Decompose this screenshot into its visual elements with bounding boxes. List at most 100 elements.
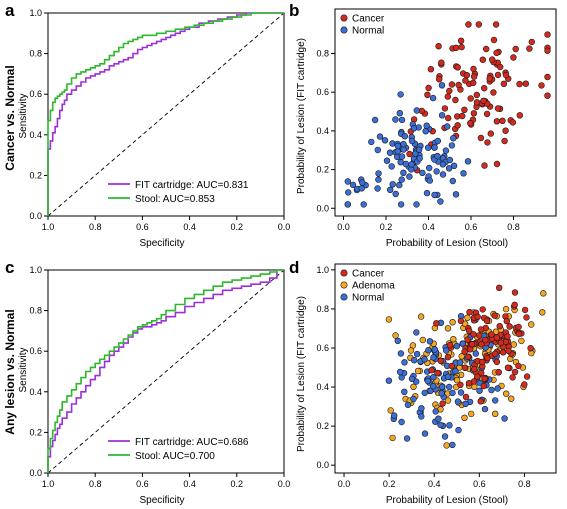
point-adenoma: [449, 319, 456, 326]
point-normal: [349, 181, 357, 189]
point-normal: [452, 368, 459, 375]
point-normal: [431, 191, 438, 199]
point-normal: [452, 191, 460, 198]
point-cancer: [538, 82, 545, 89]
y-tick-label: 0.4: [29, 130, 42, 140]
point-adenoma: [419, 336, 426, 344]
point-cancer: [488, 331, 495, 338]
point-normal: [371, 116, 379, 124]
point-normal: [388, 163, 395, 170]
roc-plot-cancer-vs-normal: 1.0 0.8 0.6 0.4 0.2 0.0 0.0 0.2 0.4 0.6 0.8 1.0 FIT …: [29, 8, 290, 232]
point-cancer: [467, 95, 474, 102]
point-normal: [454, 398, 462, 405]
point-cancer: [511, 301, 518, 308]
point-cancer: [464, 353, 472, 360]
x-tick-label: 0.2: [380, 222, 393, 232]
point-normal: [437, 421, 444, 429]
point-normal: [413, 107, 420, 114]
x-tick-label: 0.8: [89, 222, 102, 232]
point-cancer: [481, 375, 488, 382]
point-normal: [416, 155, 423, 162]
legend-label: Stool: AUC=0.700: [135, 451, 215, 462]
point-normal: [397, 350, 405, 357]
x-label-d: Probability of Lesion (Stool): [386, 495, 508, 506]
point-cancer: [527, 345, 534, 352]
x-tick-label: 0.4: [428, 479, 441, 489]
point-normal: [402, 160, 410, 168]
point-cancer: [448, 362, 455, 370]
point-normal: [413, 201, 420, 208]
point-adenoma: [458, 353, 465, 360]
point-normal: [450, 162, 458, 170]
point-normal: [386, 149, 394, 156]
legend-label: Stool: AUC=0.853: [135, 194, 215, 205]
point-normal: [360, 201, 367, 208]
point-adenoma: [410, 383, 417, 390]
point-cancer: [461, 348, 468, 355]
point-cancer: [476, 332, 483, 339]
point-adenoma: [468, 410, 475, 418]
y-label-c: Sensitivity: [18, 347, 29, 392]
point-cancer: [477, 134, 485, 142]
x-label-a: Specificity: [139, 238, 184, 249]
x-tick-label: 0.8: [518, 479, 531, 489]
point-normal: [381, 137, 389, 144]
point-normal: [453, 342, 461, 350]
scatter-plot-cancer-normal: 0.0 0.2 0.4 0.6 0.8 0.0 0.2 0.4 0.6 0.8 CancerNorm…: [316, 8, 557, 232]
point-cancer: [484, 139, 491, 146]
point-cancer: [466, 308, 473, 316]
point-cancer: [424, 91, 431, 99]
point-normal: [421, 389, 428, 397]
point-normal: [396, 181, 403, 189]
point-normal: [488, 386, 495, 394]
legend-marker: [340, 293, 348, 301]
point-normal: [449, 177, 456, 185]
point-normal: [385, 377, 393, 384]
x-tick-label: 0.6: [136, 222, 149, 232]
point-normal: [439, 171, 447, 178]
x-tick-label: 1.0: [42, 222, 55, 232]
point-cancer: [544, 31, 551, 38]
point-cancer: [493, 358, 501, 366]
point-cancer: [496, 323, 503, 330]
x-tick-label: 0.8: [89, 479, 102, 489]
point-adenoma: [444, 397, 452, 404]
point-normal: [344, 178, 351, 185]
y-tick-label: 1.0: [316, 265, 329, 275]
y-tick-label: 0.6: [29, 346, 42, 356]
point-adenoma: [503, 390, 510, 397]
point-cancer: [481, 162, 488, 169]
point-cancer: [479, 358, 486, 366]
legend-label: Normal: [352, 26, 384, 37]
point-cancer: [490, 36, 498, 44]
point-normal: [472, 350, 479, 357]
legend-label: Normal: [352, 293, 384, 304]
point-normal: [413, 350, 421, 358]
x-tick-label: 0.2: [231, 222, 244, 232]
point-cancer: [474, 313, 481, 320]
x-label-c: Specificity: [139, 495, 184, 506]
point-cancer: [448, 81, 456, 88]
x-tick-label: 0.0: [338, 479, 351, 489]
point-normal: [398, 116, 406, 124]
point-normal: [413, 329, 420, 336]
point-cancer: [457, 317, 465, 325]
point-cancer: [439, 400, 446, 407]
point-normal: [426, 338, 434, 345]
point-cancer: [483, 45, 490, 53]
point-adenoma: [464, 314, 471, 321]
x-tick-label: 0.4: [422, 222, 435, 232]
point-cancer: [504, 333, 511, 340]
point-cancer: [457, 381, 464, 388]
point-cancer: [493, 334, 500, 341]
point-normal: [418, 405, 425, 412]
point-cancer: [523, 314, 530, 321]
point-normal: [392, 116, 399, 123]
point-cancer: [464, 336, 471, 343]
point-cancer: [510, 54, 517, 61]
point-normal: [435, 415, 442, 422]
point-cancer: [515, 330, 523, 338]
point-normal: [501, 415, 508, 422]
y-label-d: Probability of Lesion (FIT cartridge): [296, 296, 307, 452]
